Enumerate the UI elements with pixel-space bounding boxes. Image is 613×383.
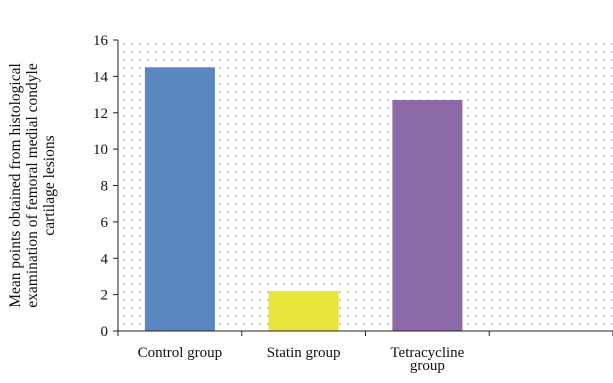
x-axis-category-labels: Control group Statin group Tetracyclinegro… [117,331,613,374]
y-tick-label: 4 [101,251,109,267]
x-category-label: Control group [138,345,223,361]
x-category-label: Tetracycline [390,345,464,361]
plot-area: 0 2 4 6 8 10 12 14 16 Control group Statin group T… [93,33,613,374]
y-axis-title-line: Mean points obtained from histological [7,63,24,308]
x-category-label: Statin group [267,345,341,361]
bar-1 [268,290,339,331]
y-tick-label: 0 [101,324,109,340]
bars-group [144,67,463,331]
y-tick-label: 6 [101,215,109,231]
y-axis-ticks: 0 2 4 6 8 10 12 14 16 [93,33,118,340]
y-axis-title-line: cartilage lesions [41,135,58,235]
x-category-label: group [410,358,445,374]
y-tick-label: 14 [93,69,109,85]
y-tick-label: 10 [93,142,108,158]
bar-0 [144,67,215,331]
bar-2 [392,100,463,331]
y-tick-label: 16 [93,33,109,49]
y-tick-label: 2 [101,288,109,304]
y-tick-label: 8 [101,179,109,195]
y-axis-title: Mean points obtained from histologicalex… [7,63,58,308]
y-axis-title-line: examination of femoral medial condyle [24,63,41,308]
y-tick-label: 12 [93,106,108,122]
